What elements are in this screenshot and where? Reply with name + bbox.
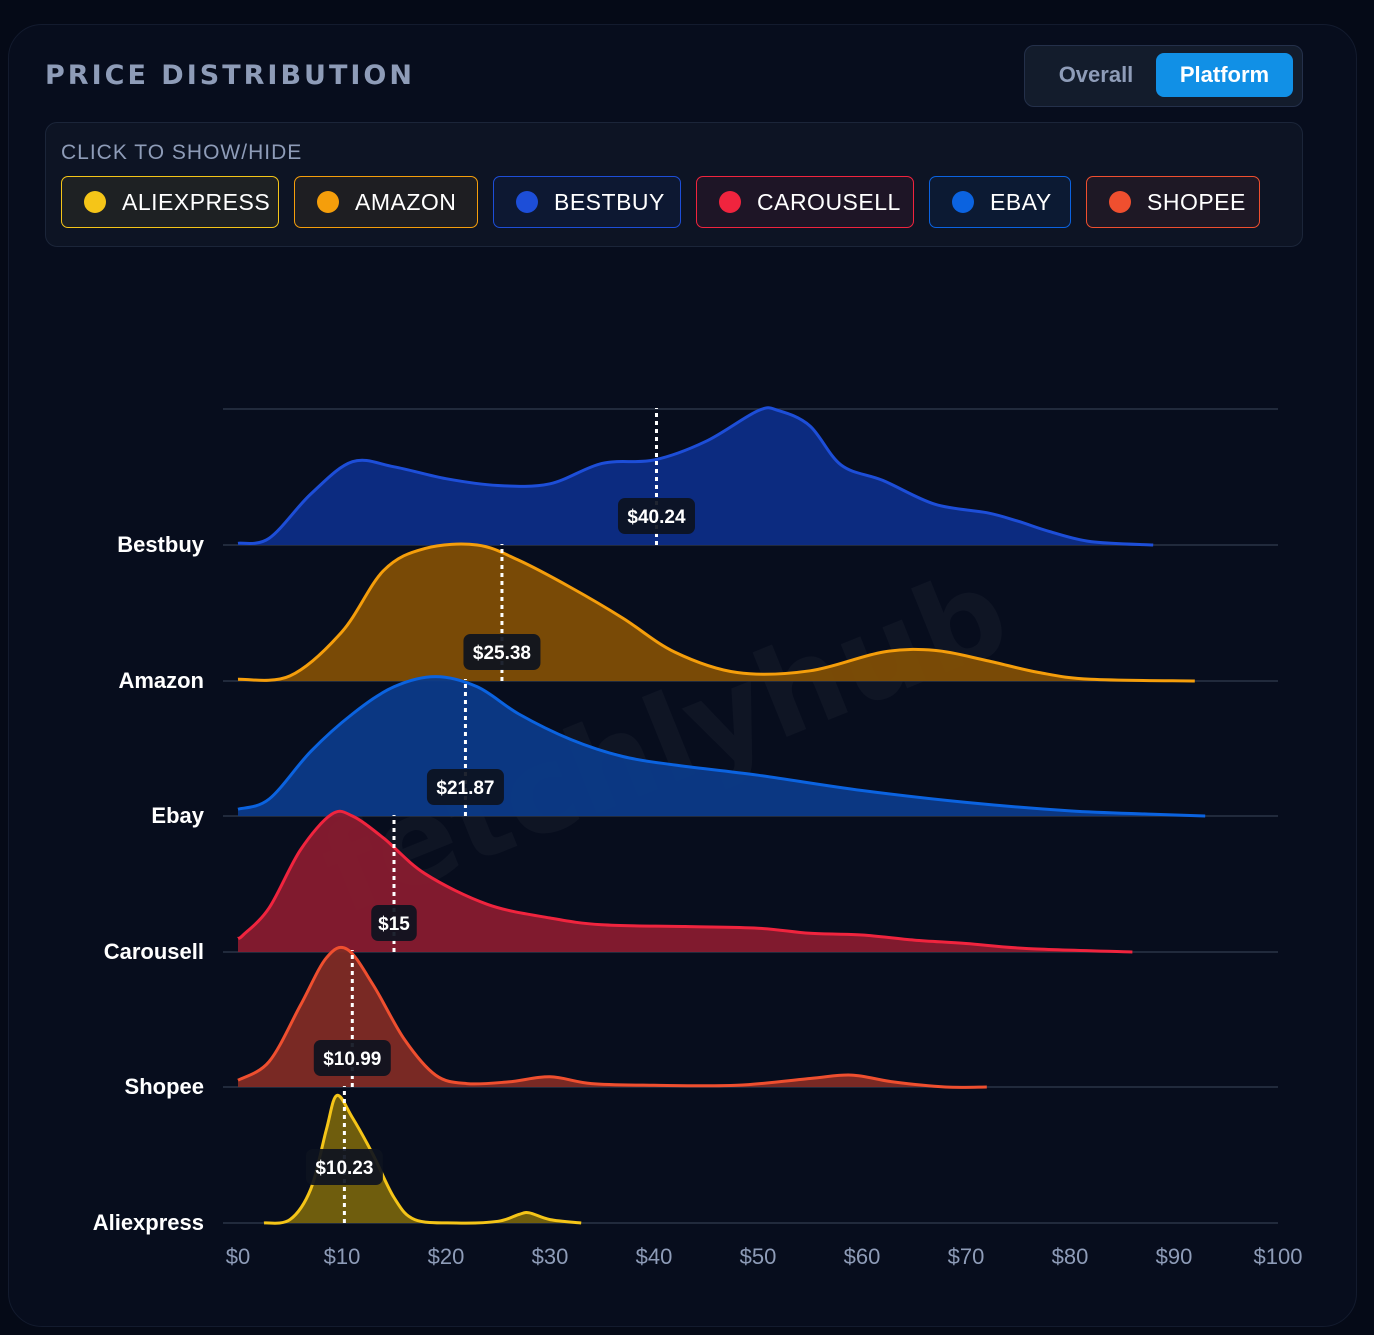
x-tick-label: $40 xyxy=(636,1244,673,1269)
legend-chip-label: CAROUSELL xyxy=(757,188,901,215)
bestbuy-dot-icon xyxy=(516,191,538,213)
x-tick-label: $90 xyxy=(1156,1244,1193,1269)
legend-chip-aliexpress[interactable]: ALIEXPRESS xyxy=(61,176,279,228)
legend-chip-label: BESTBUY xyxy=(554,188,665,215)
legend-chip-carousell[interactable]: CAROUSELL xyxy=(696,176,914,228)
legend-chip-bestbuy[interactable]: BESTBUY xyxy=(493,176,681,228)
density-line-shopee xyxy=(237,945,987,1089)
x-tick-label: $0 xyxy=(226,1244,250,1269)
row-label-shopee: Shopee xyxy=(125,1074,204,1099)
legend-panel: CLICK TO SHOW/HIDE ALIEXPRESS AMAZON BES… xyxy=(45,122,1303,247)
view-toggle: Overall Platform xyxy=(1024,45,1303,107)
median-label-bg-ebay xyxy=(426,769,504,805)
row-label-ebay: Ebay xyxy=(151,803,204,828)
median-label-bg-bestbuy xyxy=(617,498,695,534)
density-line-bestbuy xyxy=(237,406,1154,547)
median-label-aliexpress: $10.23 xyxy=(315,1158,373,1179)
density-line-ebay xyxy=(237,675,1206,818)
median-label-bg-amazon xyxy=(463,634,541,670)
x-tick-label: $30 xyxy=(532,1244,569,1269)
median-label-carousell: $15 xyxy=(378,914,410,935)
median-label-bg-shopee xyxy=(313,1040,391,1076)
median-label-ebay: $21.87 xyxy=(436,778,494,799)
legend-chip-amazon[interactable]: AMAZON xyxy=(294,176,478,228)
density-area-shopee xyxy=(238,947,987,1088)
x-tick-label: $50 xyxy=(740,1244,777,1269)
density-area-aliexpress xyxy=(264,1095,582,1224)
legend-chip-shopee[interactable]: SHOPEE xyxy=(1086,176,1260,228)
row-label-amazon: Amazon xyxy=(118,668,204,693)
density-area-carousell xyxy=(238,811,1133,952)
legend-chip-label: EBAY xyxy=(990,188,1052,215)
page-title: PRICE DISTRIBUTION xyxy=(45,60,415,91)
legend-title: CLICK TO SHOW/HIDE xyxy=(61,141,303,164)
legend-chip-label: SHOPEE xyxy=(1147,188,1246,215)
x-tick-label: $70 xyxy=(948,1244,985,1269)
toggle-platform-button[interactable]: Platform xyxy=(1156,53,1293,97)
amazon-dot-icon xyxy=(317,191,339,213)
median-label-bg-carousell xyxy=(371,905,417,941)
x-tick-label: $60 xyxy=(844,1244,881,1269)
toggle-overall-button[interactable]: Overall xyxy=(1058,62,1134,87)
median-label-amazon: $25.38 xyxy=(473,643,531,664)
density-line-carousell xyxy=(237,809,1133,954)
median-label-bg-aliexpress xyxy=(305,1149,383,1185)
legend-chip-label: ALIEXPRESS xyxy=(122,188,271,215)
median-label-shopee: $10.99 xyxy=(323,1049,381,1070)
shopee-dot-icon xyxy=(1109,191,1131,213)
carousell-dot-icon xyxy=(719,191,741,213)
density-line-amazon xyxy=(237,542,1195,683)
ebay-dot-icon xyxy=(952,191,974,213)
median-label-bestbuy: $40.24 xyxy=(627,507,686,528)
x-tick-label: $20 xyxy=(428,1244,465,1269)
density-area-bestbuy xyxy=(238,407,1154,545)
row-label-bestbuy: Bestbuy xyxy=(117,532,205,557)
x-tick-label: $100 xyxy=(1254,1244,1303,1269)
row-label-carousell: Carousell xyxy=(104,939,204,964)
aliexpress-dot-icon xyxy=(84,191,106,213)
x-tick-label: $10 xyxy=(324,1244,361,1269)
x-tick-label: $80 xyxy=(1052,1244,1089,1269)
legend-chip-label: AMAZON xyxy=(355,188,457,215)
legend-chip-ebay[interactable]: EBAY xyxy=(929,176,1071,228)
row-label-aliexpress: Aliexpress xyxy=(93,1210,204,1235)
